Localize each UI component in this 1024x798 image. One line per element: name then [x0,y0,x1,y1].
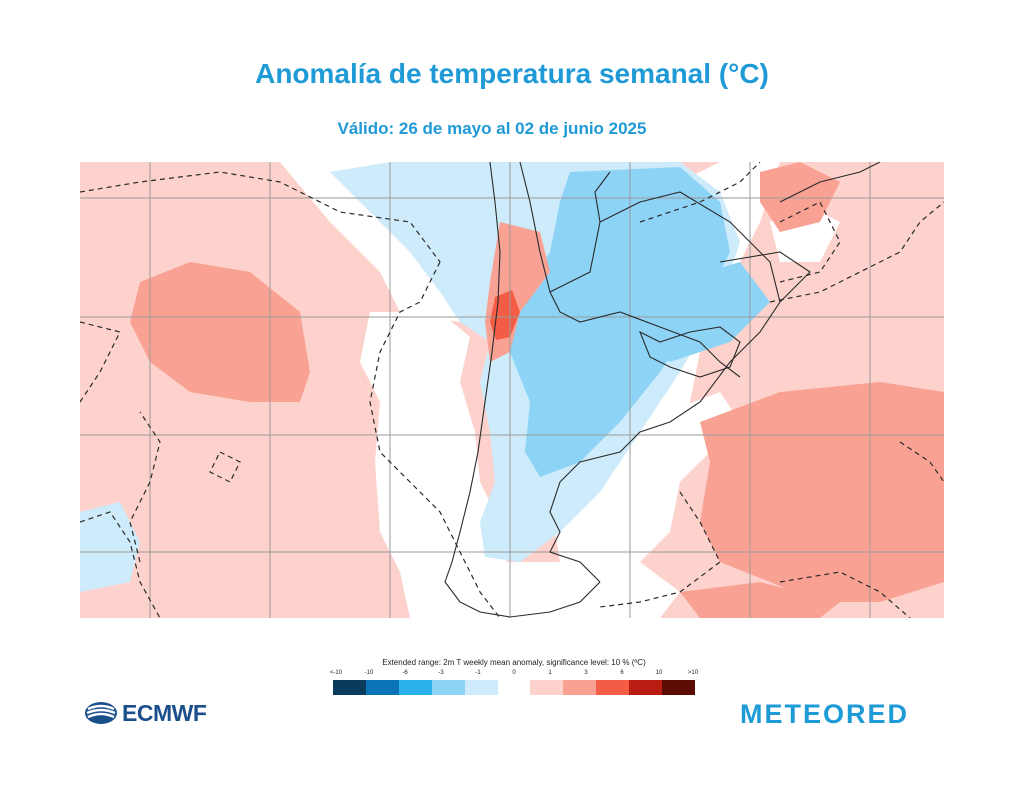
legend-swatch [596,680,630,695]
legend-tick: -10 [364,670,374,676]
ecmwf-logo: ECMWF [84,699,207,726]
legend-swatch [431,680,465,695]
cold-medium-core [510,167,730,477]
legend-title: Extended range: 2m T weekly mean anomaly… [382,658,646,667]
anomaly-map-canvas [80,162,944,618]
warm-ne-patch [760,162,840,232]
legend-swatch [365,680,399,695]
cold-light-west-tip [80,502,140,592]
legend-tick: -6 [402,670,408,676]
map-graticule [80,162,944,618]
legend-tick: 3 [584,670,588,676]
legend-tick: 10 [655,670,663,676]
validity-subtitle: Válido: 26 de mayo al 02 de junio 2025 [337,119,647,138]
legend-swatch [333,680,366,695]
legend-tick: 6 [620,670,624,676]
meteored-logo: METEORED [740,699,910,729]
legend-tick: >10 [687,670,699,676]
legend-color-bar [333,680,695,695]
legend-swatch [662,680,695,695]
warm-atlantic-tail [680,582,840,618]
legend-swatch [563,680,597,695]
legend-swatch [464,680,498,695]
cold-medium-east-lobe [640,262,770,362]
ecmwf-emblem-icon [85,702,117,724]
legend-ticks: <-10 -10 -6 -3 -1 0 1 3 6 10 >10 [329,670,699,680]
warm-pacific-blob [130,262,310,402]
legend-tick: -3 [438,670,444,676]
legend-swatch [629,680,663,695]
coastline-and-borders [444,162,881,618]
ecmwf-wordmark: ECMWF [122,699,207,726]
legend-swatch [398,680,432,695]
legend-swatch [497,680,531,695]
significance-contours [80,162,944,618]
legend-tick: 0 [512,670,516,676]
warm-atlantic-blob [700,382,944,602]
map-title: Anomalía de temperatura semanal (°C) [255,58,769,89]
legend-swatch [530,680,564,695]
legend-tick: 1 [548,670,552,676]
legend-tick: -1 [475,670,481,676]
anomaly-map [80,162,944,618]
legend-tick: <-10 [329,670,343,676]
